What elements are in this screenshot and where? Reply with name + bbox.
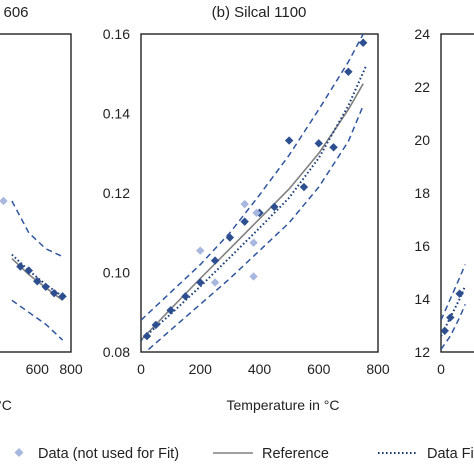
x-tick-label: 200: [189, 361, 213, 377]
y-tick-label: 0.12: [103, 185, 130, 201]
x-tick-label: 400: [248, 361, 272, 377]
confidence-band-lower: [144, 105, 364, 352]
data-point: [210, 256, 220, 265]
plot-area: [0, 196, 67, 341]
confidence-band-lower: [441, 304, 466, 350]
y-tick-label: 18: [414, 185, 430, 201]
plot-frame: [140, 33, 379, 353]
y-tick-label: 16: [414, 238, 430, 254]
y-tick-label: 0.16: [103, 26, 130, 42]
data-point: [166, 306, 175, 315]
y-tick-label: 24: [414, 26, 430, 42]
confidence-band-upper: [441, 264, 466, 321]
data-point: [16, 262, 25, 271]
data-point: [49, 288, 59, 298]
data-point-not-used: [252, 208, 261, 218]
data-point-not-used: [210, 278, 220, 287]
chart-panel-c: 12 14 16 18 20 22 24 0: [414, 26, 474, 377]
data-point-not-used: [249, 272, 258, 281]
legend-item-reference: Reference: [213, 446, 329, 462]
data-point: [299, 182, 309, 192]
data-point: [284, 136, 294, 145]
data-point: [225, 233, 235, 242]
x-tick-label: 600: [26, 361, 50, 377]
x-tick-label: 0: [137, 361, 145, 377]
data-point: [270, 202, 279, 212]
chart-panel-a: 600 800 606 °C: [0, 4, 83, 413]
plot-area: [441, 264, 467, 350]
data-point-not-used: [240, 199, 249, 209]
data-point: [329, 143, 338, 152]
fit-line: [141, 65, 368, 341]
data-point: [446, 313, 455, 322]
plot-frame: [440, 33, 474, 353]
legend-label-reference: Reference: [262, 446, 329, 462]
confidence-band-upper: [141, 34, 364, 321]
plot-frame: [0, 33, 72, 353]
chart-panel-b: 0.08 0.10 0.12 0.14 0.16 0 200 400 600 800 (b) Sil…: [103, 4, 390, 413]
x-axis-label: Temperature in °C: [227, 397, 340, 413]
legend-label-data-fit: Data Fit: [427, 446, 474, 462]
data-point: [24, 266, 34, 275]
y-tick-label: 0.14: [103, 106, 130, 122]
x-tick-label: 0: [437, 361, 445, 377]
data-point-not-used: [0, 196, 8, 206]
data-point-not-used: [249, 238, 258, 247]
reference-line: [141, 83, 364, 341]
x-axis-label: °C: [0, 397, 12, 413]
data-point: [142, 331, 152, 341]
legend-label-data-not-used: Data (not used for Fit): [38, 446, 179, 462]
data-point: [33, 277, 42, 286]
data-point: [41, 282, 50, 292]
confidence-band-lower: [11, 299, 64, 341]
data-point: [240, 217, 249, 226]
y-tick-label: 20: [414, 132, 430, 148]
y-tick-label: 0.10: [103, 265, 130, 281]
x-tick-label: 600: [307, 361, 331, 377]
data-point: [455, 289, 464, 298]
x-tick-label: 800: [59, 361, 83, 377]
confidence-band-upper: [11, 200, 63, 258]
data-point: [181, 292, 190, 301]
legend-diamond-icon: [14, 448, 24, 457]
data-point: [151, 320, 161, 330]
data-point: [196, 278, 205, 287]
y-tick-label: 0.08: [103, 344, 130, 360]
y-tick-label: 22: [414, 79, 430, 95]
y-tick-label: 12: [414, 344, 430, 360]
chart-title: (b) Silcal 1100: [212, 4, 307, 21]
x-tick-label: 800: [366, 361, 390, 377]
data-point: [344, 67, 353, 76]
data-point: [58, 292, 67, 301]
y-tick-label: 14: [414, 291, 430, 307]
data-point-not-used: [196, 246, 205, 255]
legend: Data (not used for Fit) Reference Data F…: [14, 446, 474, 462]
data-point: [358, 38, 368, 47]
legend-item-data-fit: Data Fit: [378, 446, 474, 462]
chart-title: 606: [3, 4, 28, 21]
data-point: [314, 139, 323, 148]
plot-area: [141, 34, 368, 352]
data-point: [441, 326, 449, 335]
legend-item-data-not-used: Data (not used for Fit): [14, 446, 179, 462]
